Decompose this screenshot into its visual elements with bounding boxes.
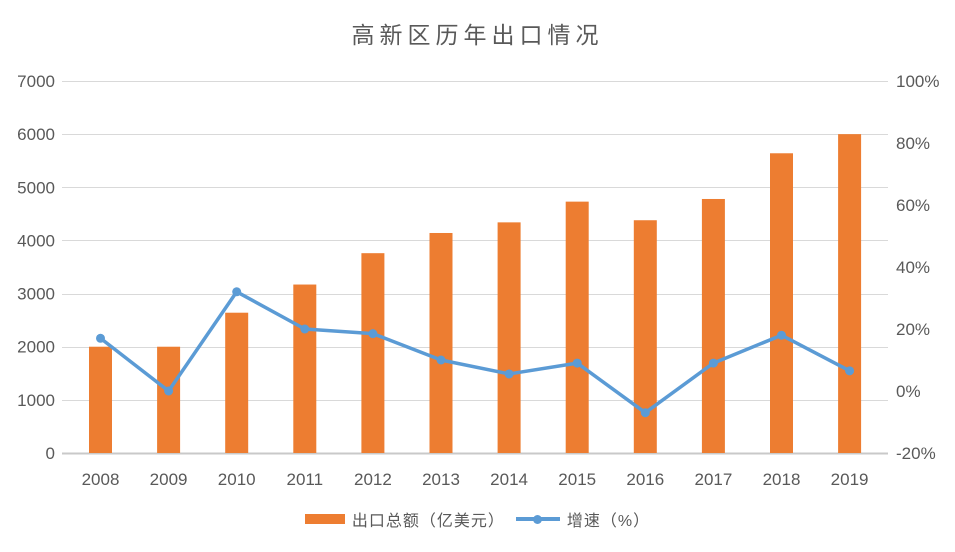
left-axis-tick-label: 3000 <box>17 285 55 304</box>
x-axis-label-2016: 2016 <box>626 470 664 489</box>
left-axis-tick-label: 6000 <box>17 125 55 144</box>
growth-marker-2017 <box>708 358 718 368</box>
x-axis-label-2014: 2014 <box>490 470 528 489</box>
bar-2013 <box>429 232 453 453</box>
bar-2009 <box>157 346 181 453</box>
legend-line-marker-icon <box>533 514 543 524</box>
x-axis-label-2011: 2011 <box>287 470 324 489</box>
bar-2019 <box>838 134 862 453</box>
chart-title: 高新区历年出口情况 <box>351 23 604 48</box>
left-axis-tick-label: 1000 <box>17 391 55 410</box>
bar-2015 <box>565 201 589 453</box>
bar-2018 <box>770 153 793 453</box>
growth-marker-2011 <box>300 324 310 334</box>
bar-2012 <box>361 253 385 453</box>
left-axis-tick-label: 2000 <box>17 338 55 357</box>
left-axis-tick-label: 0 <box>46 444 55 463</box>
x-axis-label-2015: 2015 <box>558 470 596 489</box>
right-axis-tick-label: 100% <box>896 72 939 91</box>
legend-line-swatch-icon <box>515 514 560 524</box>
bar-2010 <box>225 312 249 453</box>
legend-bar-label: 出口总额（亿美元） <box>351 513 505 530</box>
growth-marker-2019 <box>845 366 855 376</box>
right-axis-tick-label: 80% <box>896 134 930 153</box>
growth-marker-2016 <box>640 408 650 418</box>
growth-marker-2009 <box>164 386 174 396</box>
growth-marker-2015 <box>572 358 582 368</box>
x-axis-label-2010: 2010 <box>218 470 256 489</box>
bar-2017 <box>701 198 725 453</box>
bar-2011 <box>293 284 317 453</box>
x-axis-label-2019: 2019 <box>831 470 869 489</box>
right-axis-tick-label: 60% <box>896 196 930 215</box>
right-axis-tick-label: 0% <box>896 382 921 401</box>
bar-2008 <box>89 346 112 453</box>
bar-2016 <box>633 220 657 453</box>
right-axis-tick-label: 20% <box>896 320 930 339</box>
growth-marker-2018 <box>777 330 786 340</box>
growth-marker-2008 <box>96 333 105 343</box>
bar-2014 <box>497 222 521 453</box>
legend-line-label: 增速（%） <box>566 513 651 530</box>
growth-marker-2014 <box>504 369 514 379</box>
left-axis-tick-label: 5000 <box>17 178 55 197</box>
x-axis-label-2008: 2008 <box>82 470 120 489</box>
left-axis-tick-label: 4000 <box>17 231 55 250</box>
legend-bar-swatch-icon <box>304 514 345 524</box>
growth-marker-2013 <box>436 355 446 365</box>
x-axis-label-2012: 2012 <box>354 470 392 489</box>
growth-marker-2012 <box>368 329 378 339</box>
growth-line <box>98 290 852 415</box>
growth-marker-2010 <box>232 287 242 297</box>
legend: 出口总额（亿美元） 增速（%） <box>0 505 955 533</box>
x-axis-label-2009: 2009 <box>150 470 188 489</box>
right-axis-tick-label: 40% <box>896 258 930 277</box>
x-axis-label-2017: 2017 <box>694 470 732 489</box>
x-axis-label-2018: 2018 <box>763 470 801 489</box>
right-axis-tick-label: -20% <box>896 444 936 463</box>
left-axis-tick-label: 7000 <box>17 72 55 91</box>
x-axis-label-2013: 2013 <box>422 470 460 489</box>
